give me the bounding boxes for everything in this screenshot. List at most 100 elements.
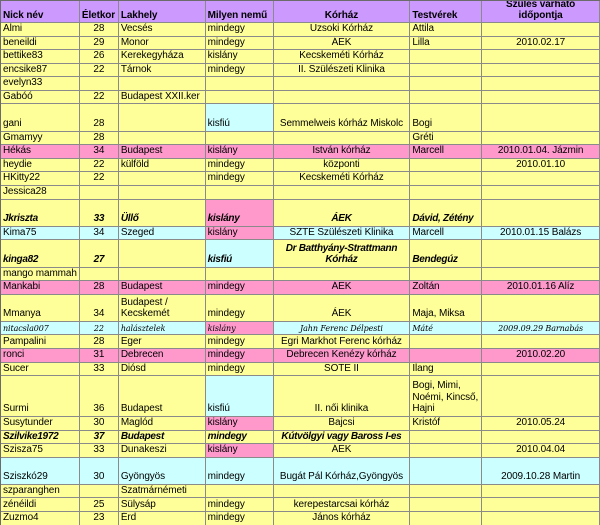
table-row: beneildi 29 Monor mindegy ÁEK Lilla 2010.02.17 [1,36,600,51]
cell-siblings: Dávid, Zétény [410,199,483,227]
cell-due: 2010.04.04 [482,444,600,458]
cell-due [482,240,600,268]
table-row: Surmi 36 Budapest kisfiú II. női klinika Bogi… [1,376,600,417]
cell-hospital: központi [273,158,411,173]
cell-siblings [410,267,483,282]
cell-age [79,484,119,499]
cell-siblings: Zoltán [410,281,483,295]
cell-gender: kisfiú [205,376,274,417]
cell-place: Budapest [118,430,206,445]
col-header-siblings: Testvérek [410,1,483,23]
cell-hospital: ÁEK [273,444,411,458]
cell-gender: kislány [205,416,274,431]
cell-age: 25 [79,498,119,512]
cell-due [482,185,600,200]
cell-place: Maglód [118,416,206,431]
cell-gender [205,185,274,200]
cell-age: 28 [79,335,119,349]
cell-hospital: kerepestarcsai kórház [273,498,411,512]
cell-due: 2010.05.24 [482,416,600,431]
cell-place: Szatmárnémeti [118,484,206,499]
cell-nick: Jessica28 [1,185,80,200]
cell-nick: Kima75 [1,226,80,241]
cell-gender: kislány [205,50,274,64]
cell-siblings [410,349,483,363]
cell-siblings: Gréti [410,131,483,146]
cell-gender: mindegy [205,36,274,51]
table-row: mango mammah [1,267,600,282]
cell-nick: szparanghen [1,484,80,499]
cell-place: Dunakeszi [118,444,206,458]
cell-due: 2010.01.15 Balázs [482,226,600,241]
cell-age: 22 [79,63,119,78]
cell-hospital: II. Szülészeti Klinika [273,63,411,78]
cell-nick: nitacsla007 [1,321,80,336]
cell-gender: kislány [205,444,274,458]
cell-gender [205,131,274,146]
cell-hospital: Semmelweis kórház Miskolc [273,104,411,132]
cell-gender: mindegy [205,362,274,377]
cell-nick: Gabóó [1,90,80,105]
col-header-gender: Milyen nemű [205,1,274,23]
cell-place [118,131,206,146]
cell-gender: kislány [205,321,274,336]
cell-hospital: Debrecen Kenézy kórház [273,349,411,363]
table-row: zénéildi 25 Sülysáp mindegy kerepestarcsai k… [1,498,600,512]
cell-place: halásztelek [118,321,206,336]
col-header-nick: Nick név [1,1,80,23]
cell-place [118,185,206,200]
cell-siblings: Maja, Miksa [410,294,483,322]
cell-due: 2010.02.17 [482,36,600,51]
cell-place: Vecsés [118,23,206,37]
cell-place: Budapest [118,376,206,417]
cell-place: Budapest [118,281,206,295]
table-row: ronci 31 Debrecen mindegy Debrecen Kenézy kó… [1,349,600,363]
cell-nick: mango mammah [1,267,80,282]
table-row: heydie 22 külföld mindegy központi 2010.01.10 [1,158,600,173]
cell-hospital: ÁEK [273,36,411,51]
cell-gender: mindegy [205,158,274,173]
cell-hospital [273,131,411,146]
cell-nick: encsike87 [1,63,80,78]
cell-siblings: Bogi, Mimi, Noémi, Kincső, Hajni [410,376,483,417]
cell-siblings: Marcell [410,145,483,159]
cell-hospital: István kórház [273,145,411,159]
cell-siblings [410,457,483,485]
cell-age [79,185,119,200]
cell-siblings [410,512,483,525]
cell-siblings: Marcell [410,226,483,241]
table-row: Zuzmo4 23 Érd mindegy János kórház [1,512,600,525]
table-row: szparanghen Szatmárnémeti [1,484,600,499]
table-row: kinga82 27 kisfiú Dr Batthyány-Strattmann K… [1,240,600,268]
cell-gender: kisfiú [205,104,274,132]
cell-nick: evelyn33 [1,77,80,91]
cell-hospital: Dr Batthyány-Strattmann Kórház [273,240,411,268]
cell-hospital: Kecskeméti Kórház [273,50,411,64]
cell-due: 2010.01.04. Jázmin [482,145,600,159]
cell-nick: Susytunder [1,416,80,431]
col-header-due: Szülés várható időpontja [482,1,600,23]
cell-hospital: Jahn Ferenc Délpesti [273,321,411,336]
cell-age: 31 [79,349,119,363]
cell-siblings [410,185,483,200]
cell-gender: mindegy [205,512,274,525]
cell-hospital: Kecskeméti Kórház [273,172,411,186]
cell-siblings [410,77,483,91]
cell-age: 30 [79,416,119,431]
cell-due [482,512,600,525]
cell-due [482,430,600,445]
cell-nick: Gmamyy [1,131,80,146]
cell-age: 26 [79,50,119,64]
cell-nick: Surmi [1,376,80,417]
cell-due [482,335,600,349]
cell-age: 28 [79,281,119,295]
cell-place [118,104,206,132]
table-row: Szilvike1972 37 Budapest mindegy Kútvölgyi v… [1,430,600,445]
cell-nick: Jkriszta [1,199,80,227]
cell-hospital: Bajcsi [273,416,411,431]
cell-gender [205,90,274,105]
cell-hospital: Uzsoki Kórház [273,23,411,37]
cell-nick: Szilvike1972 [1,430,80,445]
cell-age: 22 [79,158,119,173]
